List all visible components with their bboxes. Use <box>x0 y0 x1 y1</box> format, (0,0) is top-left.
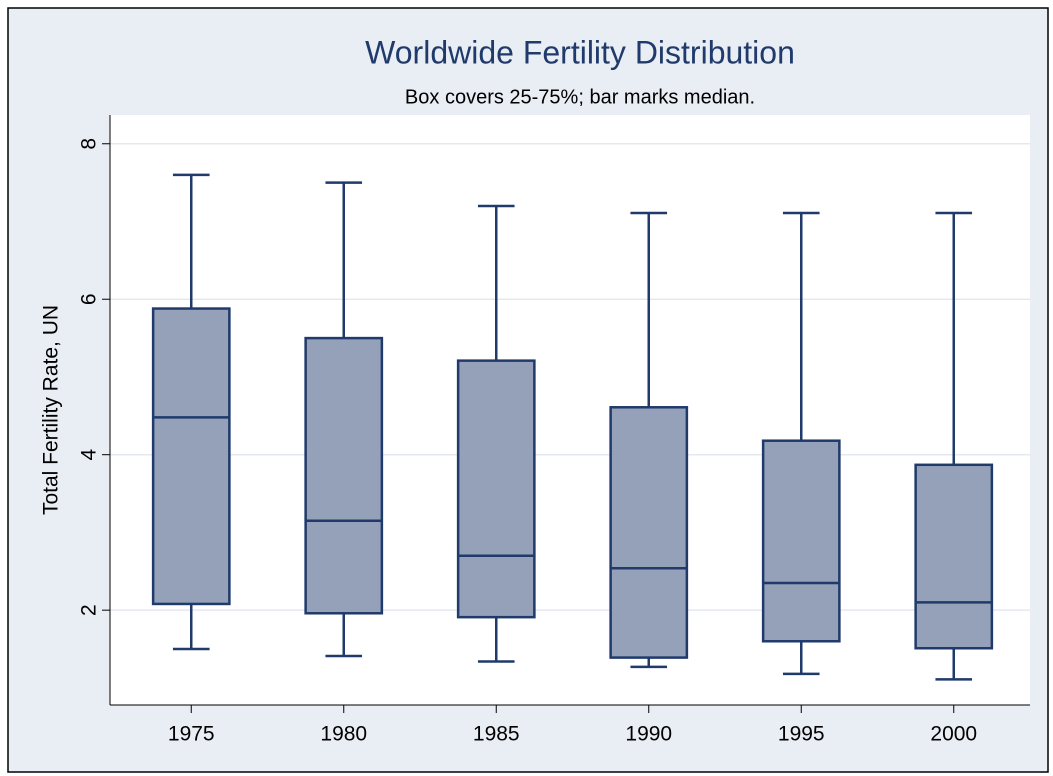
box <box>761 439 841 643</box>
plot-area <box>110 115 1030 705</box>
x-tick-label: 1990 <box>625 723 672 746</box>
x-tick-label: 1975 <box>168 723 215 746</box>
box <box>914 463 994 650</box>
x-tick-label: 1985 <box>473 723 520 746</box>
box <box>456 359 536 619</box>
box <box>609 406 689 659</box>
y-tick-label: 4 <box>78 449 101 461</box>
y-tick-label: 8 <box>78 138 101 150</box>
box <box>151 307 231 606</box>
x-tick-label: 1995 <box>778 723 825 746</box>
chart-title: Worldwide Fertility Distribution <box>365 34 795 70</box>
x-tick-label: 2000 <box>930 723 977 746</box>
x-tick-label: 1980 <box>320 723 367 746</box>
box <box>304 336 384 615</box>
y-tick-label: 2 <box>78 604 101 616</box>
y-axis-label: Total Fertility Rate, UN <box>40 305 63 515</box>
chart-subtitle: Box covers 25-75%; bar marks median. <box>405 86 755 108</box>
y-tick-label: 6 <box>78 293 101 305</box>
